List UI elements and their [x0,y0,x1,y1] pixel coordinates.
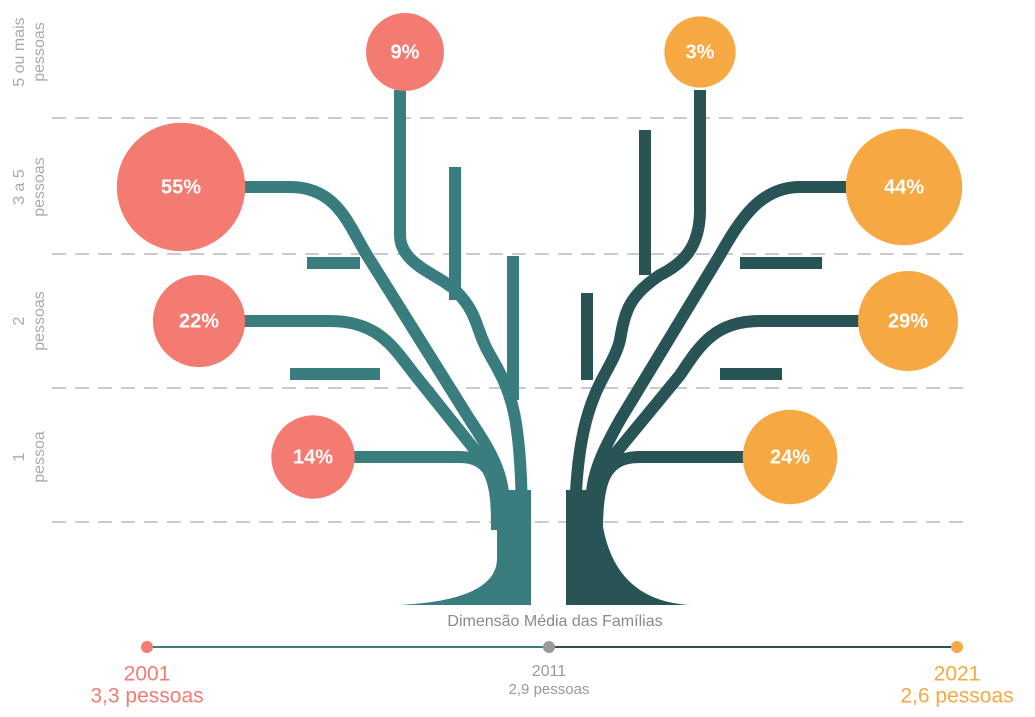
bubble-label: 9% [391,41,420,63]
series-year: 2021 [934,663,981,686]
bubble-label: 14% [293,446,333,468]
timeline-dot [543,641,555,653]
row-label: pessoas [31,291,48,351]
midpoint-size: 2,9 pessoas [509,681,590,698]
bubble-label: 55% [161,176,201,198]
row-label: pessoas [31,157,48,217]
row-label: 1 [11,452,28,461]
row-label: 5 ou mais [11,17,28,86]
tree-2021 [566,90,860,605]
bubble-label: 24% [770,446,810,468]
timeline-title: Dimensão Média das Famílias [447,613,662,630]
row-label: 3 a 5 [11,169,28,205]
timeline-dot [951,641,963,653]
bubble-label: 44% [884,176,924,198]
series-size: 2,6 pessoas [900,685,1013,708]
row-label: pessoa [31,431,48,483]
bubble-label: 3% [686,41,715,63]
timeline-dot [141,641,153,653]
series-year: 2001 [124,663,171,686]
midpoint-year: 2011 [532,663,567,680]
bubble-label: 22% [179,310,219,332]
bubble-label: 29% [888,310,928,332]
series-size: 3,3 pessoas [90,685,203,708]
tree-2001 [240,90,531,605]
chart: Dimensão Média das Famílias 2011 2,9 pes… [0,0,1035,712]
row-label: 2 [11,316,28,325]
row-label: pessoas [31,22,48,82]
